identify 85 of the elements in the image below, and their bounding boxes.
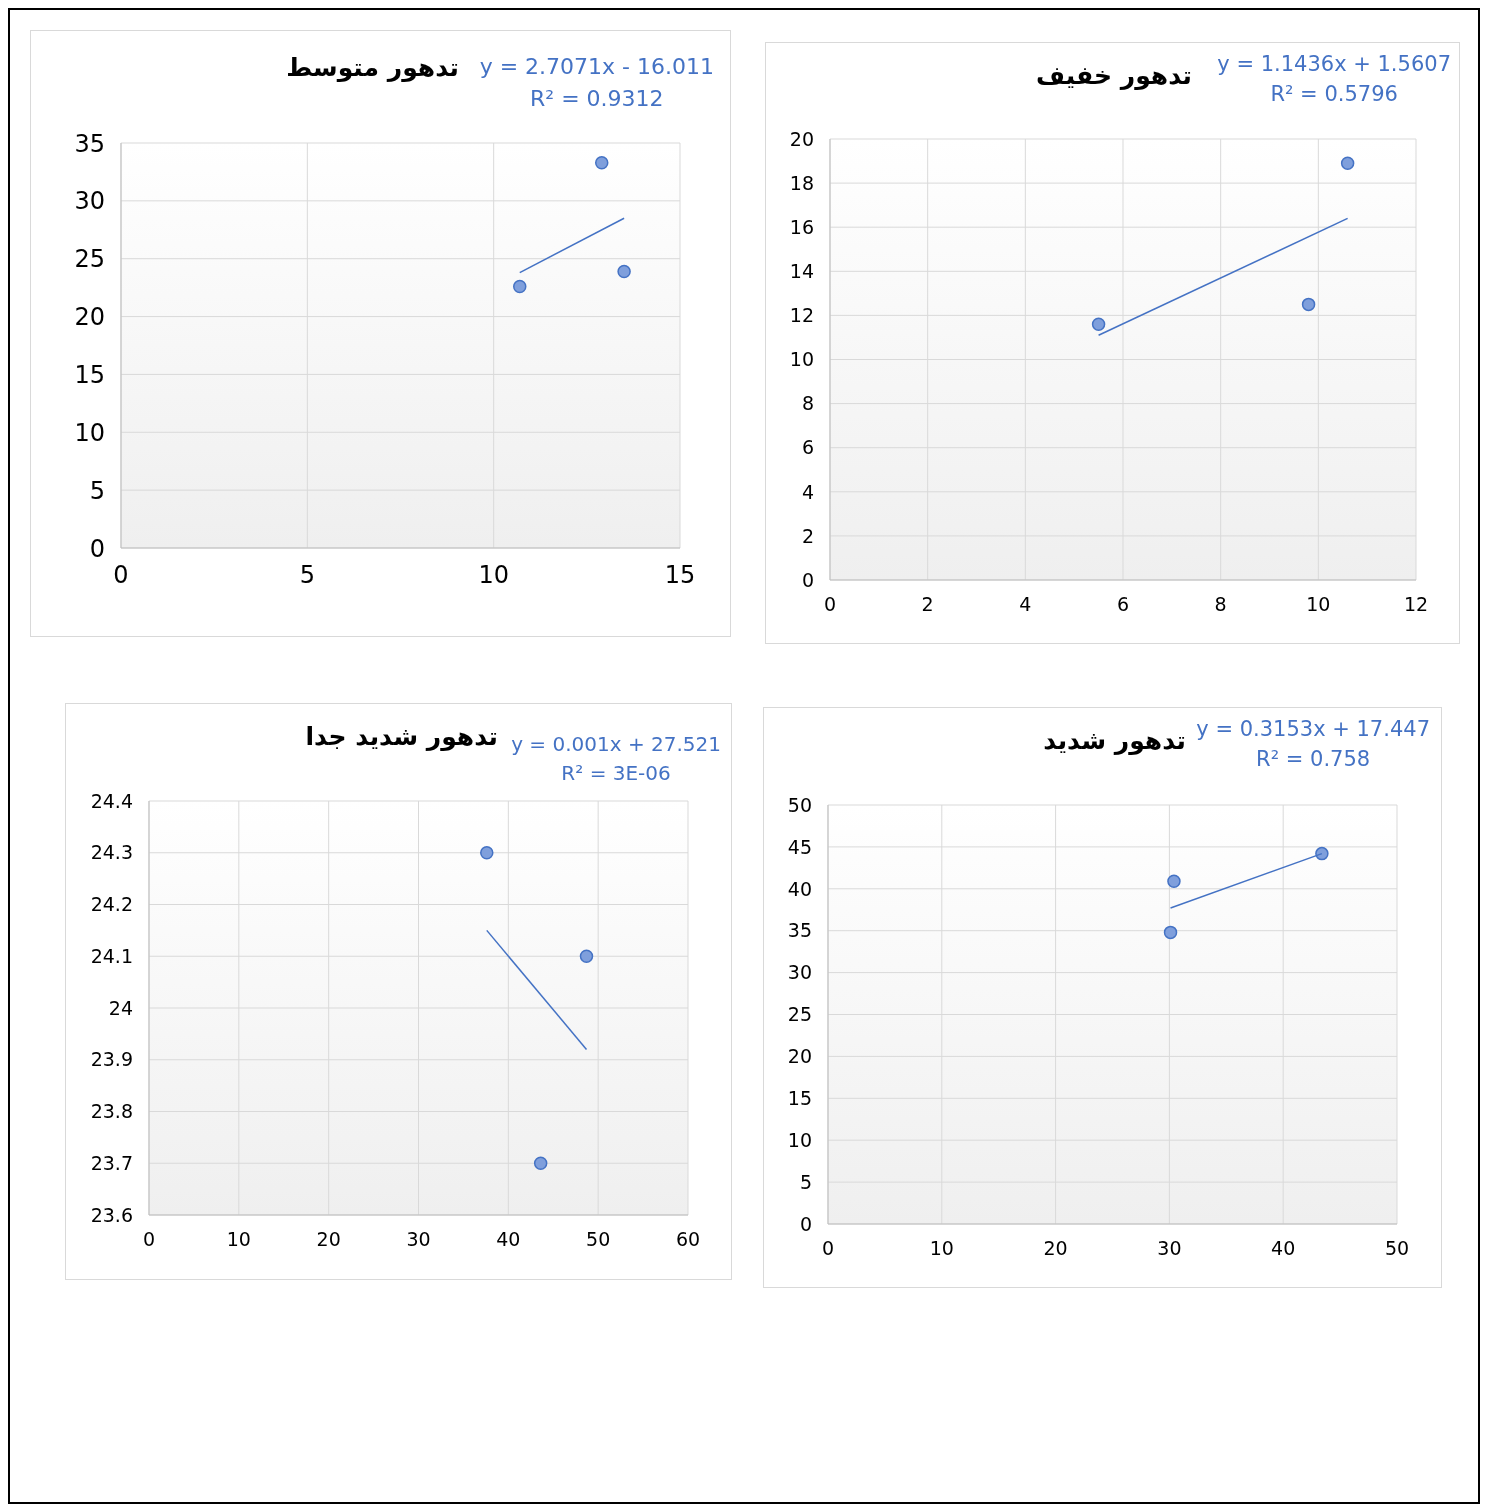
y-tick-label: 12	[789, 304, 814, 327]
y-tick-label: 2	[801, 524, 814, 547]
x-tick-label: 0	[821, 1237, 835, 1260]
y-tick-label: 15	[787, 1087, 812, 1110]
y-tick-label: 30	[74, 187, 105, 216]
y-tick-label: 24.3	[90, 841, 133, 864]
x-tick-label: 15	[664, 561, 696, 590]
x-tick-label: 6	[1116, 593, 1130, 616]
y-tick-label: 4	[801, 480, 814, 503]
point	[1167, 874, 1181, 889]
x-tick-label: 12	[1403, 593, 1429, 616]
x-tick-label: 60	[675, 1228, 701, 1251]
y-tick-label: 24.1	[90, 944, 133, 967]
y-tick-label: 23.7	[90, 1151, 133, 1174]
x-tick-label: 10	[929, 1237, 954, 1260]
point	[594, 155, 609, 170]
x-tick-label: 50	[586, 1228, 611, 1251]
x-tick-label: 8	[1214, 593, 1227, 616]
text: y = 0.3153x + 17.447	[1196, 716, 1430, 743]
x-tick-label: 40	[496, 1228, 521, 1251]
point	[513, 279, 527, 294]
x-tick-label: 20	[1043, 1237, 1068, 1260]
y-tick-label: 20	[789, 127, 814, 150]
x-tick-label: 0	[823, 593, 837, 616]
y-tick-label: 40	[787, 877, 812, 900]
point	[1163, 925, 1178, 940]
y-tick-label: 0	[799, 1212, 812, 1235]
point	[1091, 317, 1106, 331]
point	[617, 264, 631, 279]
point	[1340, 156, 1355, 171]
x-tick-label: 4	[1019, 593, 1032, 616]
x-tick-label: 10	[478, 561, 509, 590]
y-tick-label: 8	[801, 392, 814, 415]
y-tick-label: 14	[789, 260, 814, 283]
x-tick-label: 5	[299, 561, 315, 590]
y-tick-label: 45	[787, 835, 812, 858]
point	[1315, 846, 1329, 861]
y-tick-label: 0	[89, 534, 105, 563]
point	[1301, 297, 1316, 312]
x-tick-label: 40	[1271, 1237, 1296, 1260]
chart-title: تدهور شديد جدا	[305, 722, 498, 751]
y-tick-label: 25	[74, 245, 105, 274]
y-tick-label: 10	[789, 348, 814, 371]
y-tick-label: 16	[789, 215, 814, 238]
y-tick-label: 5	[799, 1170, 812, 1193]
y-tick-label: 18	[789, 171, 814, 194]
y-tick-label: 10	[74, 418, 105, 447]
y-tick-label: 6	[801, 436, 814, 459]
text: R² = 0.758	[1255, 746, 1372, 774]
point	[579, 949, 594, 963]
y-tick-label: 20	[787, 1045, 812, 1068]
text: R² = 0.5796	[1269, 81, 1399, 109]
x-tick-label: 20	[316, 1228, 341, 1251]
y-tick-label: 35	[787, 919, 812, 942]
y-tick-label: 5	[89, 476, 105, 505]
y-tick-label: 23.8	[90, 1100, 133, 1123]
x-tick-label: 2	[921, 593, 934, 616]
chart-title: تدهور خفيف	[1036, 61, 1192, 90]
x-tick-label: 30	[1157, 1237, 1182, 1260]
chart-title: تدهور متوسط	[286, 53, 459, 82]
text: R² = 3E-06	[560, 760, 672, 787]
x-tick-label: 0	[142, 1228, 156, 1251]
x-tick-label: 10	[1306, 593, 1331, 616]
y-tick-label: 15	[74, 360, 105, 389]
text: y = 1.1436x + 1.5607	[1217, 51, 1451, 78]
text: y = 0.001x + 27.521	[511, 731, 721, 758]
y-tick-label: 23.6	[90, 1203, 133, 1226]
y-tick-label: 24.4	[90, 789, 133, 812]
y-tick-label: 30	[787, 961, 812, 984]
y-tick-label: 35	[74, 129, 105, 158]
y-tick-label: 10	[787, 1128, 812, 1151]
text: y = 2.7071x - 16.011	[479, 53, 714, 81]
y-tick-label: 20	[74, 303, 105, 332]
y-tick-label: 24.2	[90, 893, 133, 916]
y-tick-label: 50	[787, 793, 812, 816]
point	[533, 1156, 548, 1170]
x-tick-label: 50	[1384, 1237, 1410, 1260]
y-tick-label: 24	[108, 996, 133, 1019]
y-tick-label: 23.9	[90, 1048, 133, 1071]
point	[480, 846, 494, 860]
x-tick-label: 30	[406, 1228, 431, 1251]
chart-title: تدهور شديد	[1043, 726, 1186, 755]
x-tick-label: 10	[226, 1228, 251, 1251]
text: R² = 0.9312	[529, 84, 665, 113]
y-tick-label: 25	[787, 1003, 812, 1026]
